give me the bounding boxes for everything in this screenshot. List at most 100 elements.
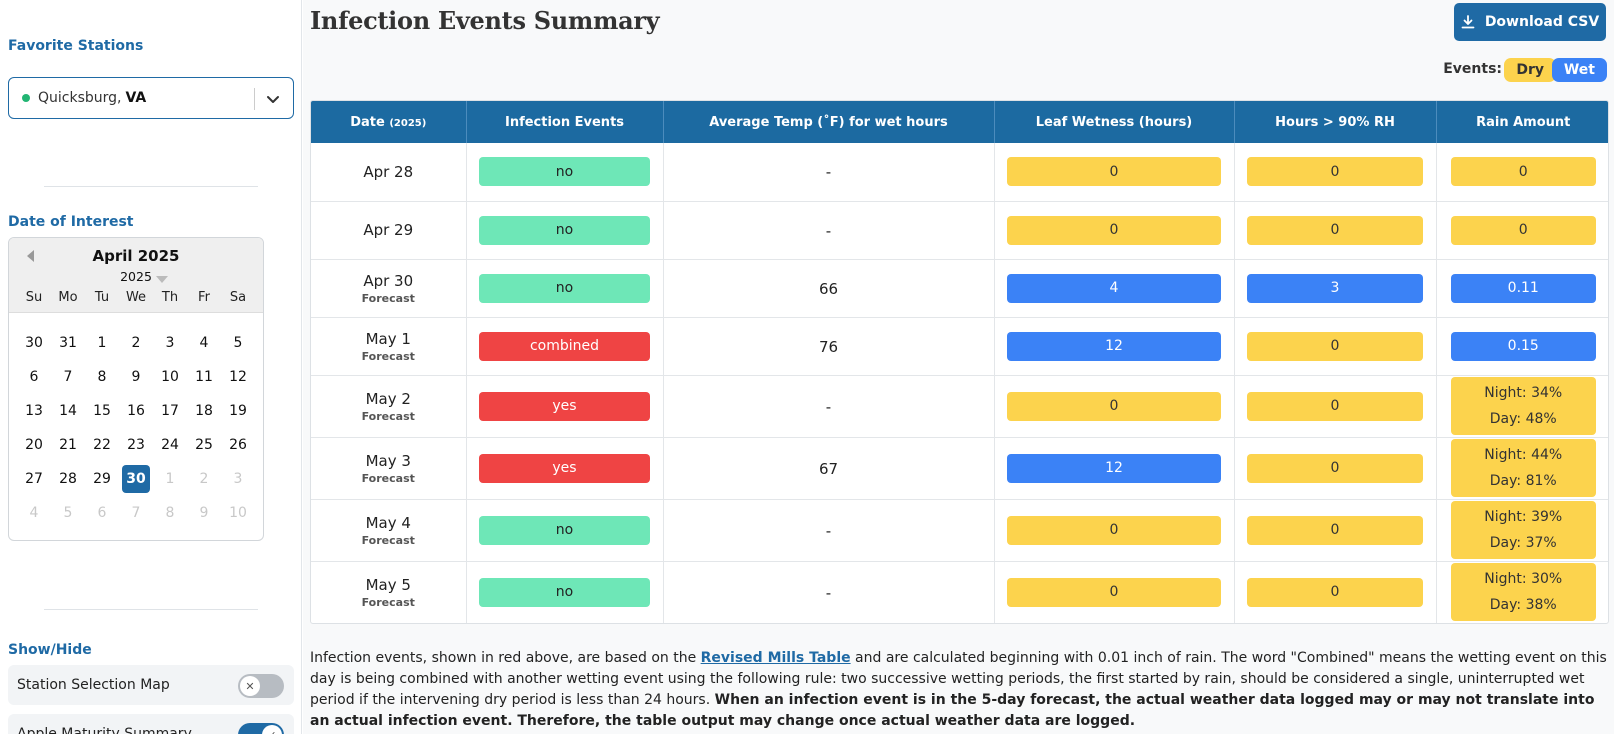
calendar-day-number: 4 <box>199 335 209 351</box>
calendar-day[interactable]: 20 <box>17 428 51 462</box>
calendar-day[interactable]: 1 <box>85 326 119 360</box>
calendar-day[interactable]: 5 <box>221 326 255 360</box>
legend-dry-badge: Dry <box>1504 58 1556 82</box>
calendar-day[interactable]: 15 <box>85 394 119 428</box>
calendar-day[interactable]: 19 <box>221 394 255 428</box>
infection-event-badge: yes <box>479 391 650 421</box>
calendar-day[interactable]: 16 <box>119 394 153 428</box>
footnote-text: Infection events, shown in red above, ar… <box>310 650 701 666</box>
rain-amount-badge: 0.11 <box>1450 273 1596 303</box>
date-label: Apr 29 <box>363 221 414 239</box>
calendar-day-number: 27 <box>25 471 43 487</box>
rain-amount-badge: 0.15 <box>1450 331 1596 361</box>
date-label: May 3 <box>365 451 411 470</box>
weekday-label: Su <box>25 290 43 305</box>
table-row: Apr 28 no -0 0 0 <box>311 143 1608 202</box>
calendar-day[interactable]: 22 <box>85 428 119 462</box>
year-dropdown-icon[interactable] <box>156 276 168 283</box>
temp-cell: - <box>663 201 995 260</box>
calendar-day[interactable]: 23 <box>119 428 153 462</box>
calendar-day-number: 5 <box>233 335 243 351</box>
revised-mills-table-link[interactable]: Revised Mills Table <box>700 650 851 666</box>
chevron-down-icon[interactable] <box>265 91 281 107</box>
station-select[interactable]: Quicksburg, VA <box>8 77 294 119</box>
calendar-day[interactable]: 25 <box>187 428 221 462</box>
weekday-label: Tu <box>94 290 110 305</box>
calendar-day[interactable]: 11 <box>187 360 221 394</box>
calendar-day-number: 10 <box>161 369 179 385</box>
calendar-day[interactable]: 14 <box>51 394 85 428</box>
calendar-day[interactable]: 30 <box>17 326 51 360</box>
leaf-wetness-badge: 4 <box>1007 273 1221 303</box>
apple-maturity-toggle[interactable]: ✓ <box>238 723 284 734</box>
calendar-day[interactable]: 24 <box>153 428 187 462</box>
rh-hours-badge: 0 <box>1247 391 1423 421</box>
calendar-day[interactable]: 21 <box>51 428 85 462</box>
leaf-wetness-badge: 0 <box>1007 391 1221 421</box>
calendar-day[interactable]: 27 <box>17 462 51 496</box>
show-hide-title: Show/Hide <box>8 642 92 658</box>
calendar-day[interactable]: 18 <box>187 394 221 428</box>
calendar-day-number: 2 <box>131 335 141 351</box>
date-cell: May 2 Forecast <box>311 375 467 438</box>
calendar-day[interactable]: 3 <box>153 326 187 360</box>
calendar-day[interactable]: 8 <box>85 360 119 394</box>
avg-temp-value: - <box>825 521 832 540</box>
calendar-day-number: 29 <box>93 471 111 487</box>
leaf-wetness-cell: 12 <box>994 317 1235 376</box>
calendar-day[interactable]: 9 <box>119 360 153 394</box>
rh-hours-badge: 0 <box>1247 331 1423 361</box>
infection-event-badge: no <box>479 215 650 245</box>
prev-month-icon[interactable] <box>27 250 34 262</box>
calendar-day[interactable]: 13 <box>17 394 51 428</box>
calendar-day[interactable]: 31 <box>51 326 85 360</box>
col-header-date-year: (2025) <box>389 117 427 129</box>
calendar-day: 7 <box>119 496 153 530</box>
toggle-label: Station Selection Map <box>17 677 170 693</box>
rain-cell: Night: 34% Day: 48% <box>1436 375 1608 438</box>
avg-temp-value: - <box>825 397 832 416</box>
calendar-year-select[interactable]: 2025 <box>120 269 152 284</box>
calendar-day[interactable]: 10 <box>153 360 187 394</box>
check-icon: ✓ <box>262 725 282 734</box>
date-cell: May 4 Forecast <box>311 499 467 562</box>
rain-cell: Night: 39% Day: 37% <box>1436 499 1608 562</box>
table-row: May 4 Forecast no - 0 0 Night: 39% Day: 37% <box>311 499 1608 562</box>
calendar-day: 9 <box>187 496 221 530</box>
leaf-wetness-badge: 0 <box>1007 515 1221 545</box>
calendar-day-selected[interactable]: 30 <box>119 462 153 496</box>
calendar-day-number: 6 <box>29 369 39 385</box>
calendar-day[interactable]: 6 <box>17 360 51 394</box>
calendar-day[interactable]: 4 <box>187 326 221 360</box>
calendar-day-number: 13 <box>25 403 43 419</box>
calendar-day[interactable]: 17 <box>153 394 187 428</box>
avg-temp-value: - <box>825 221 832 240</box>
station-name: Quicksburg, <box>38 90 122 106</box>
toggle-label: Apple Maturity Summary <box>17 726 192 734</box>
infection-cell: no <box>466 201 664 260</box>
calendar-day[interactable]: 7 <box>51 360 85 394</box>
select-divider <box>254 88 255 110</box>
station-map-toggle[interactable]: ✕ <box>238 674 284 698</box>
calendar-day[interactable]: 26 <box>221 428 255 462</box>
leaf-wetness-cell: 0 <box>994 201 1235 260</box>
infection-cell: combined <box>466 317 664 376</box>
infection-cell: no <box>466 561 664 623</box>
calendar-day: 5 <box>51 496 85 530</box>
rain-cell: 0 <box>1436 201 1608 260</box>
download-csv-button[interactable]: Download CSV <box>1454 3 1606 41</box>
calendar-day-number: 9 <box>199 505 209 521</box>
weekday-label: Fr <box>198 290 210 305</box>
table-row: May 2 Forecast yes - 0 0 Night: 34% Day: 48% <box>311 375 1608 438</box>
rh-cell: 0 <box>1234 561 1437 623</box>
infection-event-badge: combined <box>479 331 650 361</box>
leaf-wetness-badge: 0 <box>1007 215 1221 245</box>
calendar-day[interactable]: 29 <box>85 462 119 496</box>
calendar-day-number: 30 <box>122 465 150 493</box>
rain-amount-badge: 0 <box>1450 157 1596 187</box>
calendar-day[interactable]: 2 <box>119 326 153 360</box>
calendar-day[interactable]: 28 <box>51 462 85 496</box>
calendar-day[interactable]: 12 <box>221 360 255 394</box>
calendar-day-number: 6 <box>97 505 107 521</box>
table-row: Apr 29 no -0 0 0 <box>311 201 1608 260</box>
